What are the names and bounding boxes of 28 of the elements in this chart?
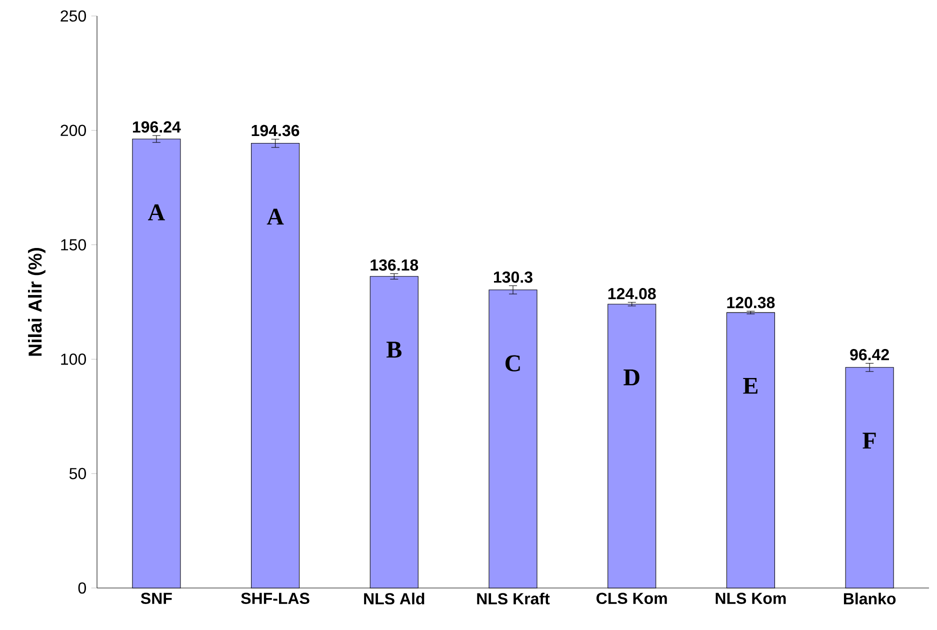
y-tick-label: 150 [61, 239, 86, 250]
y-axis-title: Nilai Alir (%) [28, 248, 46, 356]
data-label: 96.42 [850, 349, 889, 360]
annotation: D [624, 369, 640, 386]
x-tick-label: NLS Ald [364, 592, 424, 604]
data-label: 124.08 [608, 288, 656, 300]
y-tick-label: 50 [69, 468, 86, 480]
annotation: A [148, 204, 165, 220]
x-tick-label: Blanko [844, 592, 896, 604]
x-tick-label: NLS Kraft [477, 592, 550, 604]
data-label: 136.18 [370, 259, 418, 271]
data-label: 196.24 [132, 121, 181, 133]
x-tick-label: SHF-LAS [241, 592, 310, 604]
y-tick-label: 200 [60, 124, 86, 136]
y-tick-label: 250 [60, 10, 86, 22]
data-label: 130.3 [494, 271, 532, 283]
x-tick-label: NLS Kom [716, 592, 786, 604]
y-tick-label: 100 [61, 354, 86, 365]
data-label: 194.36 [252, 124, 300, 136]
annotation: A [266, 208, 284, 225]
x-tick-label: CLS Kom [596, 592, 667, 604]
annotation: E [743, 378, 758, 394]
data-label: 120.38 [727, 296, 775, 308]
x-tick-label: SNF [140, 592, 172, 604]
annotation: F [862, 432, 876, 448]
annotation: C [506, 355, 520, 372]
annotation: B [386, 342, 402, 358]
y-tick-label: 0 [78, 582, 86, 594]
